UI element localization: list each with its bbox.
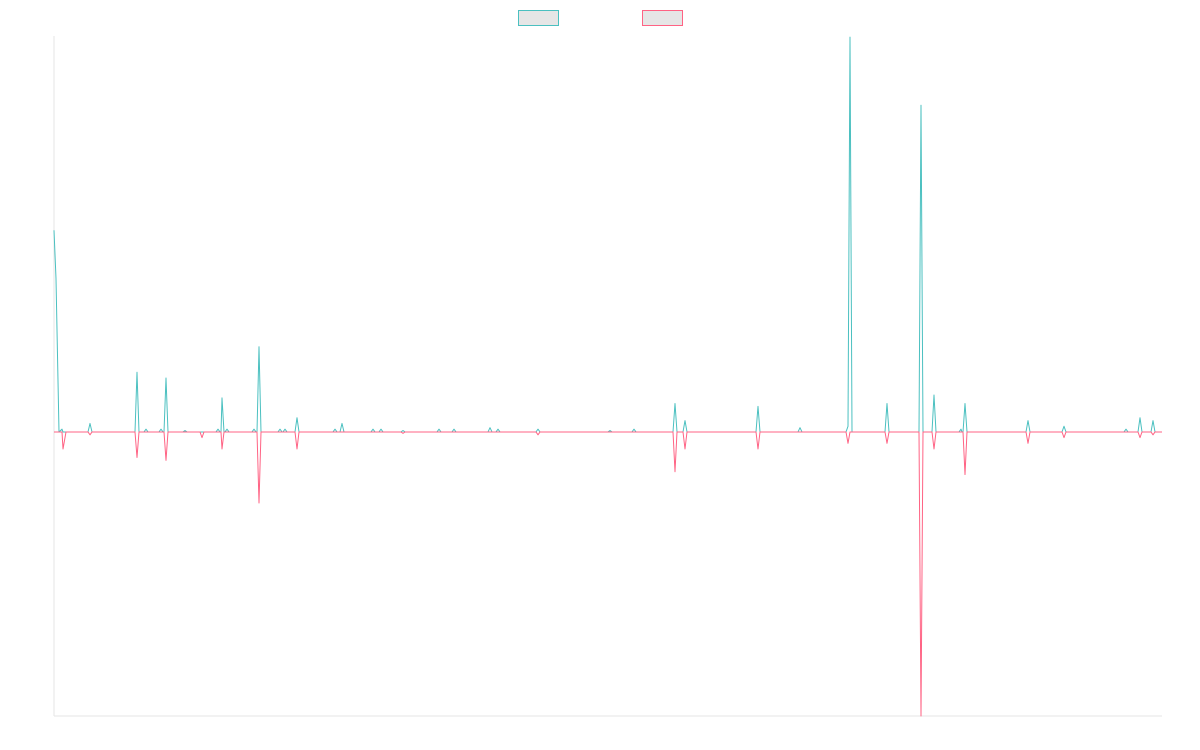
legend-swatch — [518, 10, 559, 26]
legend-swatch — [642, 10, 683, 26]
series-line — [53, 36, 1162, 433]
series-line — [54, 431, 1162, 717]
